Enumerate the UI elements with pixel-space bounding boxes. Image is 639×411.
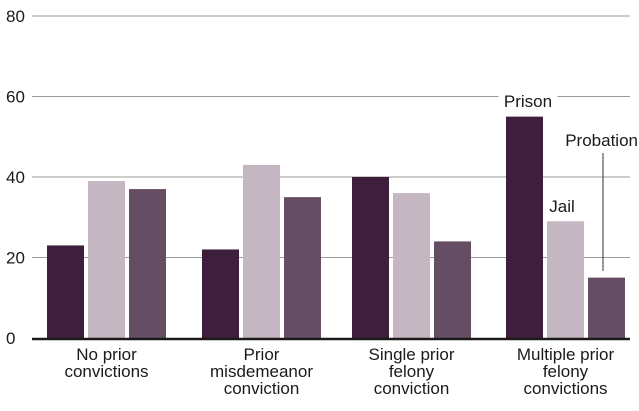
bar-prison-0	[47, 245, 84, 338]
bar-prison-2	[352, 177, 389, 338]
y-tick-label: 20	[6, 249, 25, 268]
category-label: conviction	[224, 379, 300, 398]
bar-jail-1	[243, 164, 280, 338]
category-label: felony	[389, 362, 435, 381]
category-label: Multiple prior	[517, 345, 615, 364]
y-tick-label: 40	[6, 168, 25, 187]
series-label-probation: Probation	[565, 131, 638, 150]
category-label: Prior	[244, 345, 280, 364]
series-labels: Prison Jail Probation	[498, 91, 638, 271]
category-label: Single prior	[369, 345, 455, 364]
category-label: convictions	[64, 362, 148, 381]
series-label-background	[552, 130, 638, 151]
bar-prison-3	[506, 116, 543, 338]
bar-probation-3	[588, 277, 625, 338]
y-tick-label: 80	[6, 7, 25, 26]
bars	[47, 116, 625, 338]
category-label: felony	[543, 362, 589, 381]
bar-prison-1	[202, 249, 239, 338]
bar-jail-0	[88, 181, 125, 338]
category-label: misdemeanor	[210, 362, 313, 381]
bar-probation-1	[284, 197, 321, 338]
bar-jail-3	[547, 221, 584, 338]
category-label: convictions	[523, 379, 607, 398]
category-label: No prior	[76, 345, 137, 364]
category-labels: No priorconvictionsPriormisdemeanorconvi…	[64, 345, 614, 398]
y-tick-label: 0	[6, 329, 15, 348]
series-label-background	[498, 91, 558, 112]
bar-probation-2	[434, 241, 471, 338]
y-tick-label: 60	[6, 88, 25, 107]
bar-probation-0	[129, 189, 166, 338]
y-axis-ticks: 0 20 40 60 80	[6, 7, 25, 348]
series-label-prison: Prison	[504, 92, 552, 111]
series-label-jail: Jail	[549, 197, 575, 216]
category-label: conviction	[374, 379, 450, 398]
bar-jail-2	[393, 193, 430, 338]
